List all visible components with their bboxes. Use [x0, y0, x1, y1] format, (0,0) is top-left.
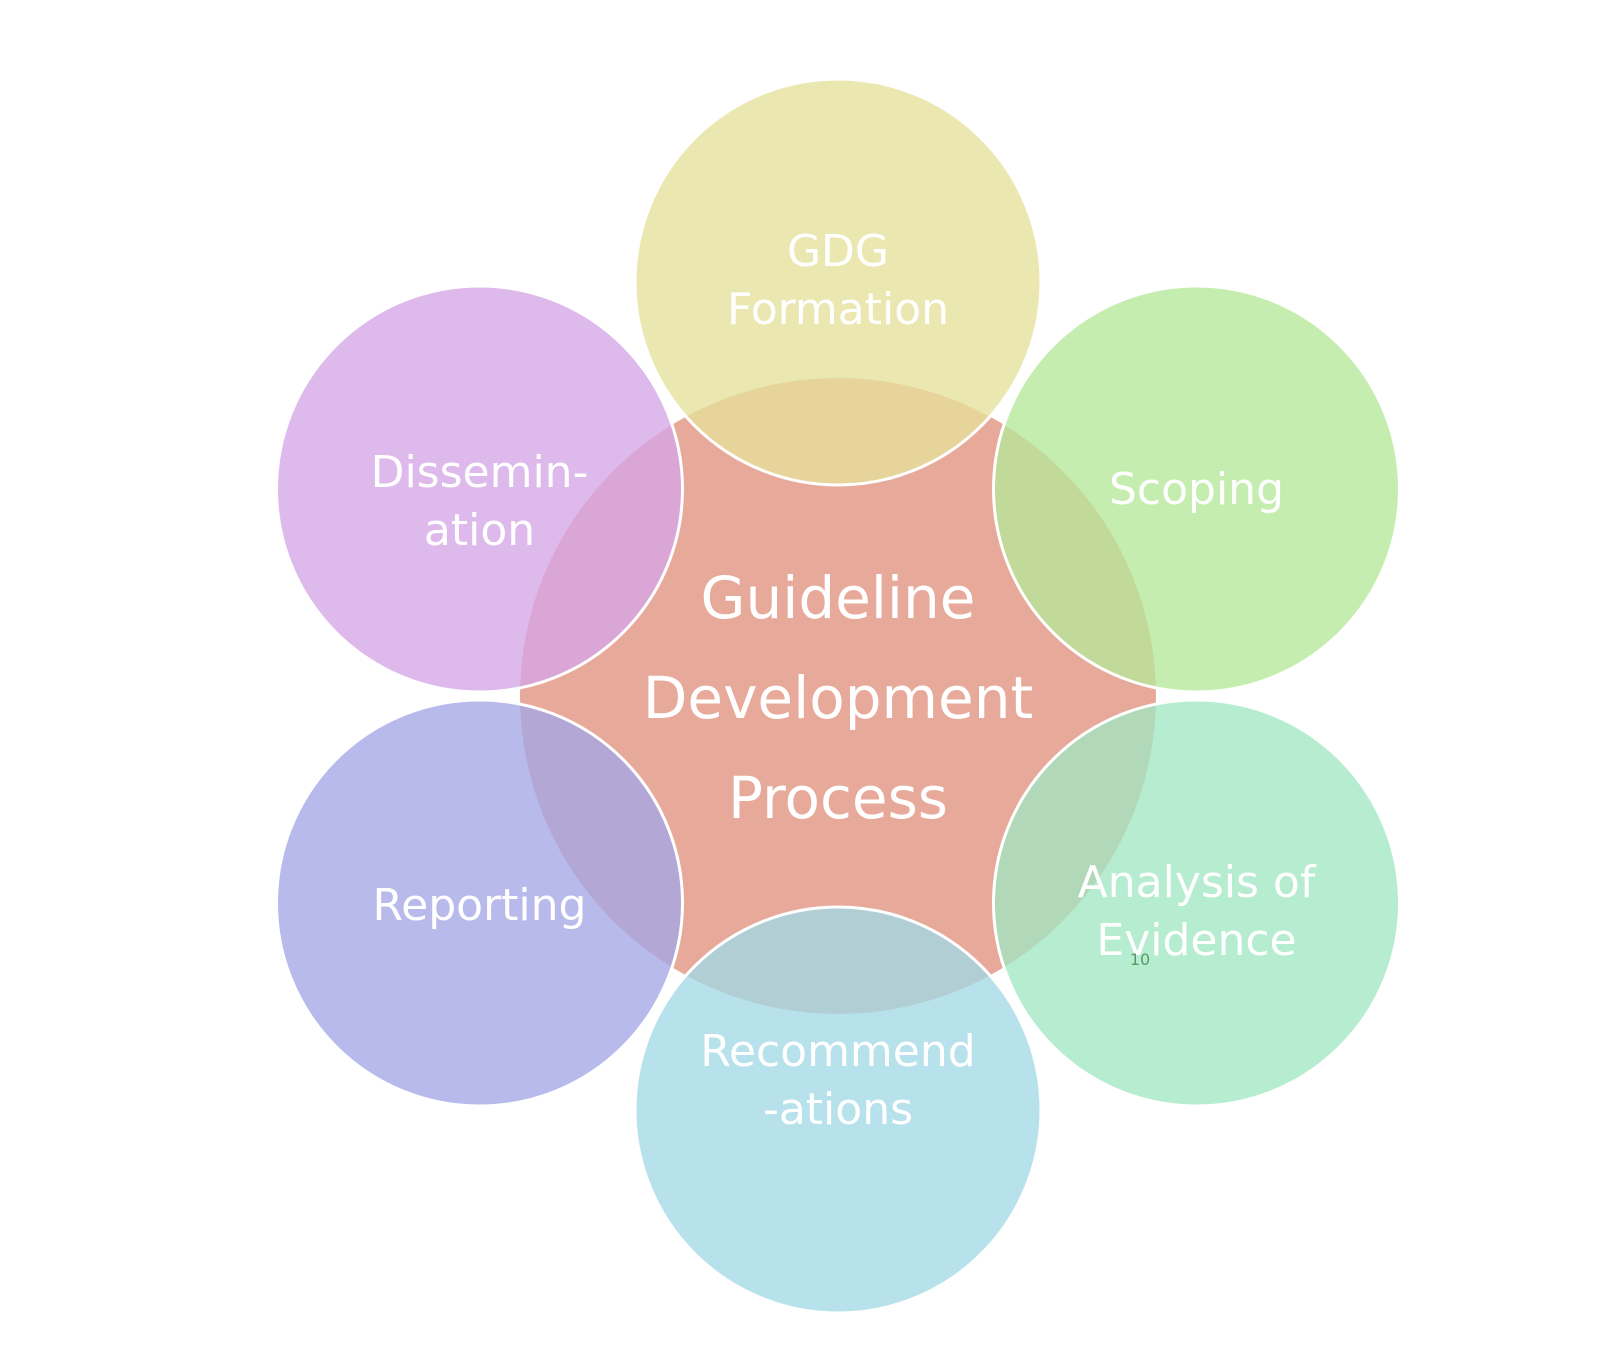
label-reporting: Reporting	[373, 880, 587, 931]
label-dissemination-line: ation	[424, 505, 535, 556]
center-title-line: Guideline	[701, 564, 976, 632]
label-reporting-line: Reporting	[373, 880, 587, 931]
center-title-line: Development	[643, 664, 1033, 732]
label-analysis-line: Evidence	[1096, 915, 1296, 966]
label-scoping-line: Scoping	[1109, 464, 1284, 515]
label-analysis: Analysis of Evidence	[1078, 857, 1317, 966]
circle-scoping	[992, 284, 1401, 694]
center-circle	[520, 378, 1156, 1014]
center-title: Guideline Development Process	[643, 564, 1033, 832]
outer-nodes	[275, 77, 1401, 1315]
center-node-label: Guideline Development Process	[643, 564, 1033, 832]
outer-node-labels: GDG Formation Scoping Analysis of Evidence Re…	[371, 226, 1317, 1135]
label-scoping: Scoping	[1109, 464, 1284, 515]
label-recommendations-line: -ations	[763, 1084, 913, 1135]
label-recommendations: Recommend -ations	[700, 1026, 975, 1135]
label-recommendations-line: Recommend	[700, 1026, 975, 1077]
label-dissemination-line: Dissemin-	[371, 447, 589, 498]
label-gdg-line: Formation	[727, 284, 949, 335]
page-number: 10	[1130, 950, 1150, 969]
label-dissemination: Dissemin-ation	[371, 447, 589, 556]
circle-dissemination	[275, 284, 684, 694]
label-gdg: GDG Formation	[727, 226, 949, 335]
circle-gdg	[633, 77, 1043, 487]
label-gdg-line: GDG	[787, 226, 889, 277]
circle-reporting	[275, 698, 684, 1108]
circle-recommendations	[633, 905, 1043, 1315]
label-analysis-line: Analysis of	[1078, 857, 1317, 908]
center-title-line: Process	[728, 764, 948, 832]
center-node	[520, 378, 1156, 1014]
circle-analysis	[992, 698, 1401, 1108]
